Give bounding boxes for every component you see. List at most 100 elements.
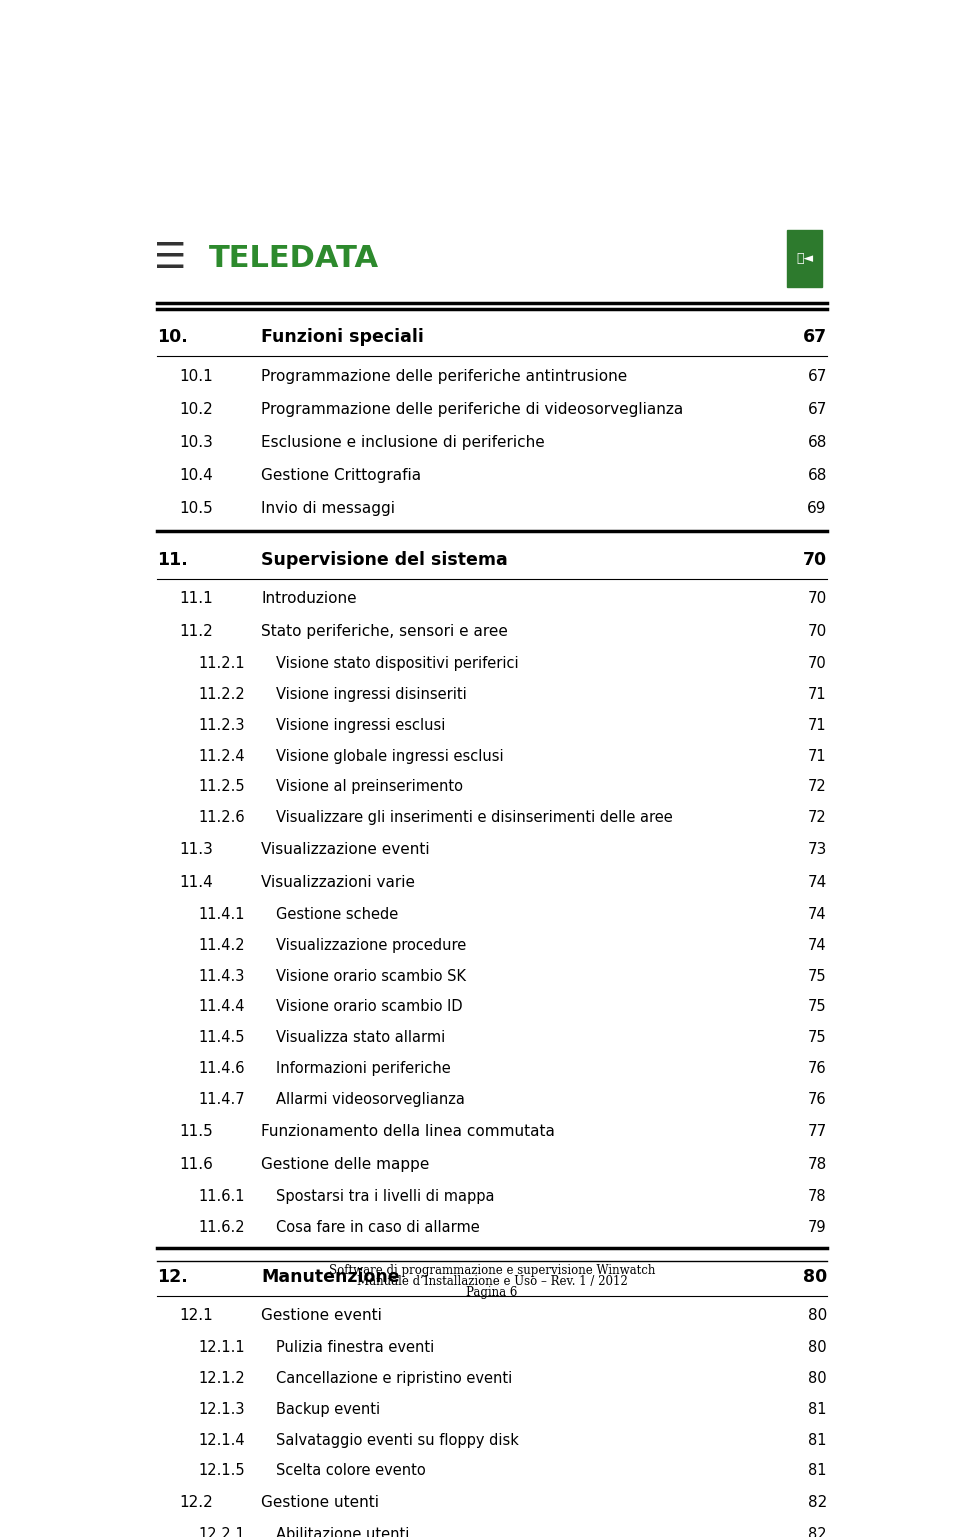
Text: 11.4.3: 11.4.3 <box>198 968 245 984</box>
Text: 72: 72 <box>808 779 827 795</box>
Text: 80: 80 <box>808 1340 827 1356</box>
Text: 73: 73 <box>807 842 827 858</box>
Text: 79: 79 <box>808 1219 827 1234</box>
Text: 12.2: 12.2 <box>180 1496 213 1511</box>
Text: Visione orario scambio SK: Visione orario scambio SK <box>276 968 467 984</box>
Text: 74: 74 <box>808 907 827 922</box>
Text: 78: 78 <box>808 1188 827 1203</box>
Text: 76: 76 <box>808 1061 827 1076</box>
Text: 10.5: 10.5 <box>180 501 213 516</box>
Text: Introduzione: Introduzione <box>261 592 357 606</box>
Text: 11.6.1: 11.6.1 <box>198 1188 245 1203</box>
Text: Programmazione delle periferiche antintrusione: Programmazione delle periferiche antintr… <box>261 369 628 384</box>
Text: 81: 81 <box>808 1463 827 1479</box>
Text: 12.1.1: 12.1.1 <box>198 1340 245 1356</box>
Text: Gestione delle mappe: Gestione delle mappe <box>261 1157 430 1171</box>
Text: Gestione Crittografia: Gestione Crittografia <box>261 469 421 483</box>
Text: 11.4.1: 11.4.1 <box>198 907 245 922</box>
Text: 67: 67 <box>803 327 827 346</box>
Text: 10.2: 10.2 <box>180 401 213 417</box>
Text: 11.6: 11.6 <box>180 1157 213 1171</box>
Text: Allarmi videosorveglianza: Allarmi videosorveglianza <box>276 1091 465 1107</box>
Text: Stato periferiche, sensori e aree: Stato periferiche, sensori e aree <box>261 624 508 639</box>
Text: 70: 70 <box>808 656 827 672</box>
Text: 11.4.7: 11.4.7 <box>198 1091 245 1107</box>
Text: Visualizza stato allarmi: Visualizza stato allarmi <box>276 1030 445 1045</box>
Text: 69: 69 <box>807 501 827 516</box>
Text: 10.: 10. <box>157 327 188 346</box>
Bar <box>786 231 823 287</box>
Text: 82: 82 <box>808 1528 827 1537</box>
Text: Visualizzazioni varie: Visualizzazioni varie <box>261 875 416 890</box>
Text: 78: 78 <box>807 1157 827 1171</box>
Text: Funzionamento della linea commutata: Funzionamento della linea commutata <box>261 1124 555 1139</box>
Text: Manuale d’Installazione e Uso – Rev. 1 / 2012: Manuale d’Installazione e Uso – Rev. 1 /… <box>356 1276 628 1288</box>
Text: 11.4.4: 11.4.4 <box>198 999 245 1014</box>
Text: Gestione utenti: Gestione utenti <box>261 1496 379 1511</box>
Text: 12.1: 12.1 <box>180 1308 213 1323</box>
Text: Invio di messaggi: Invio di messaggi <box>261 501 396 516</box>
Text: Backup eventi: Backup eventi <box>276 1402 380 1417</box>
Text: 11.1: 11.1 <box>180 592 213 606</box>
Text: 10.4: 10.4 <box>180 469 213 483</box>
Text: Supervisione del sistema: Supervisione del sistema <box>261 550 508 569</box>
Text: ☰: ☰ <box>155 241 187 275</box>
Text: Pagina 6: Pagina 6 <box>467 1285 517 1299</box>
Text: Visione al preinserimento: Visione al preinserimento <box>276 779 464 795</box>
Text: 11.2.4: 11.2.4 <box>198 749 245 764</box>
Text: 11.5: 11.5 <box>180 1124 213 1139</box>
Text: 11.: 11. <box>157 550 188 569</box>
Text: 75: 75 <box>808 999 827 1014</box>
Text: 71: 71 <box>808 749 827 764</box>
Text: 82: 82 <box>807 1496 827 1511</box>
Text: Gestione eventi: Gestione eventi <box>261 1308 382 1323</box>
Text: Pulizia finestra eventi: Pulizia finestra eventi <box>276 1340 435 1356</box>
Text: Programmazione delle periferiche di videosorveglianza: Programmazione delle periferiche di vide… <box>261 401 684 417</box>
Text: 71: 71 <box>808 687 827 702</box>
Text: 11.2.3: 11.2.3 <box>198 718 245 733</box>
Text: 12.: 12. <box>157 1268 188 1286</box>
Text: Gestione schede: Gestione schede <box>276 907 398 922</box>
Text: 11.2.6: 11.2.6 <box>198 810 245 825</box>
Text: 12.1.5: 12.1.5 <box>198 1463 245 1479</box>
Text: 11.2.2: 11.2.2 <box>198 687 245 702</box>
Text: 74: 74 <box>807 875 827 890</box>
Text: 76: 76 <box>808 1091 827 1107</box>
Text: 74: 74 <box>808 938 827 953</box>
Text: 11.2: 11.2 <box>180 624 213 639</box>
Text: 67: 67 <box>807 401 827 417</box>
Text: 11.4: 11.4 <box>180 875 213 890</box>
Text: Visione globale ingressi esclusi: Visione globale ingressi esclusi <box>276 749 504 764</box>
Text: Manutenzione: Manutenzione <box>261 1268 400 1286</box>
Text: Scelta colore evento: Scelta colore evento <box>276 1463 426 1479</box>
Text: 12.2.1: 12.2.1 <box>198 1528 245 1537</box>
Text: 81: 81 <box>808 1432 827 1448</box>
Text: Funzioni speciali: Funzioni speciali <box>261 327 424 346</box>
Text: 80: 80 <box>808 1371 827 1386</box>
Text: Visualizzazione eventi: Visualizzazione eventi <box>261 842 430 858</box>
Text: Ⓞ◄: Ⓞ◄ <box>796 252 813 264</box>
Text: Cosa fare in caso di allarme: Cosa fare in caso di allarme <box>276 1219 480 1234</box>
Text: 71: 71 <box>808 718 827 733</box>
Text: Esclusione e inclusione di periferiche: Esclusione e inclusione di periferiche <box>261 435 545 450</box>
Text: 11.3: 11.3 <box>180 842 213 858</box>
Text: Abilitazione utenti: Abilitazione utenti <box>276 1528 410 1537</box>
Text: TELEDATA: TELEDATA <box>209 244 379 274</box>
Text: 70: 70 <box>807 592 827 606</box>
Text: 77: 77 <box>807 1124 827 1139</box>
Text: 80: 80 <box>807 1308 827 1323</box>
Text: 11.6.2: 11.6.2 <box>198 1219 245 1234</box>
Text: 11.4.2: 11.4.2 <box>198 938 245 953</box>
Text: Informazioni periferiche: Informazioni periferiche <box>276 1061 451 1076</box>
Text: Visione orario scambio ID: Visione orario scambio ID <box>276 999 463 1014</box>
Text: 12.1.4: 12.1.4 <box>198 1432 245 1448</box>
Text: 68: 68 <box>807 435 827 450</box>
Text: 10.1: 10.1 <box>180 369 213 384</box>
Text: 67: 67 <box>807 369 827 384</box>
Text: 11.2.5: 11.2.5 <box>198 779 245 795</box>
Text: 11.4.5: 11.4.5 <box>198 1030 245 1045</box>
Text: Software di programmazione e supervisione Winwatch: Software di programmazione e supervision… <box>329 1265 655 1277</box>
Text: 80: 80 <box>803 1268 827 1286</box>
Text: Spostarsi tra i livelli di mappa: Spostarsi tra i livelli di mappa <box>276 1188 494 1203</box>
Text: Visualizzazione procedure: Visualizzazione procedure <box>276 938 467 953</box>
